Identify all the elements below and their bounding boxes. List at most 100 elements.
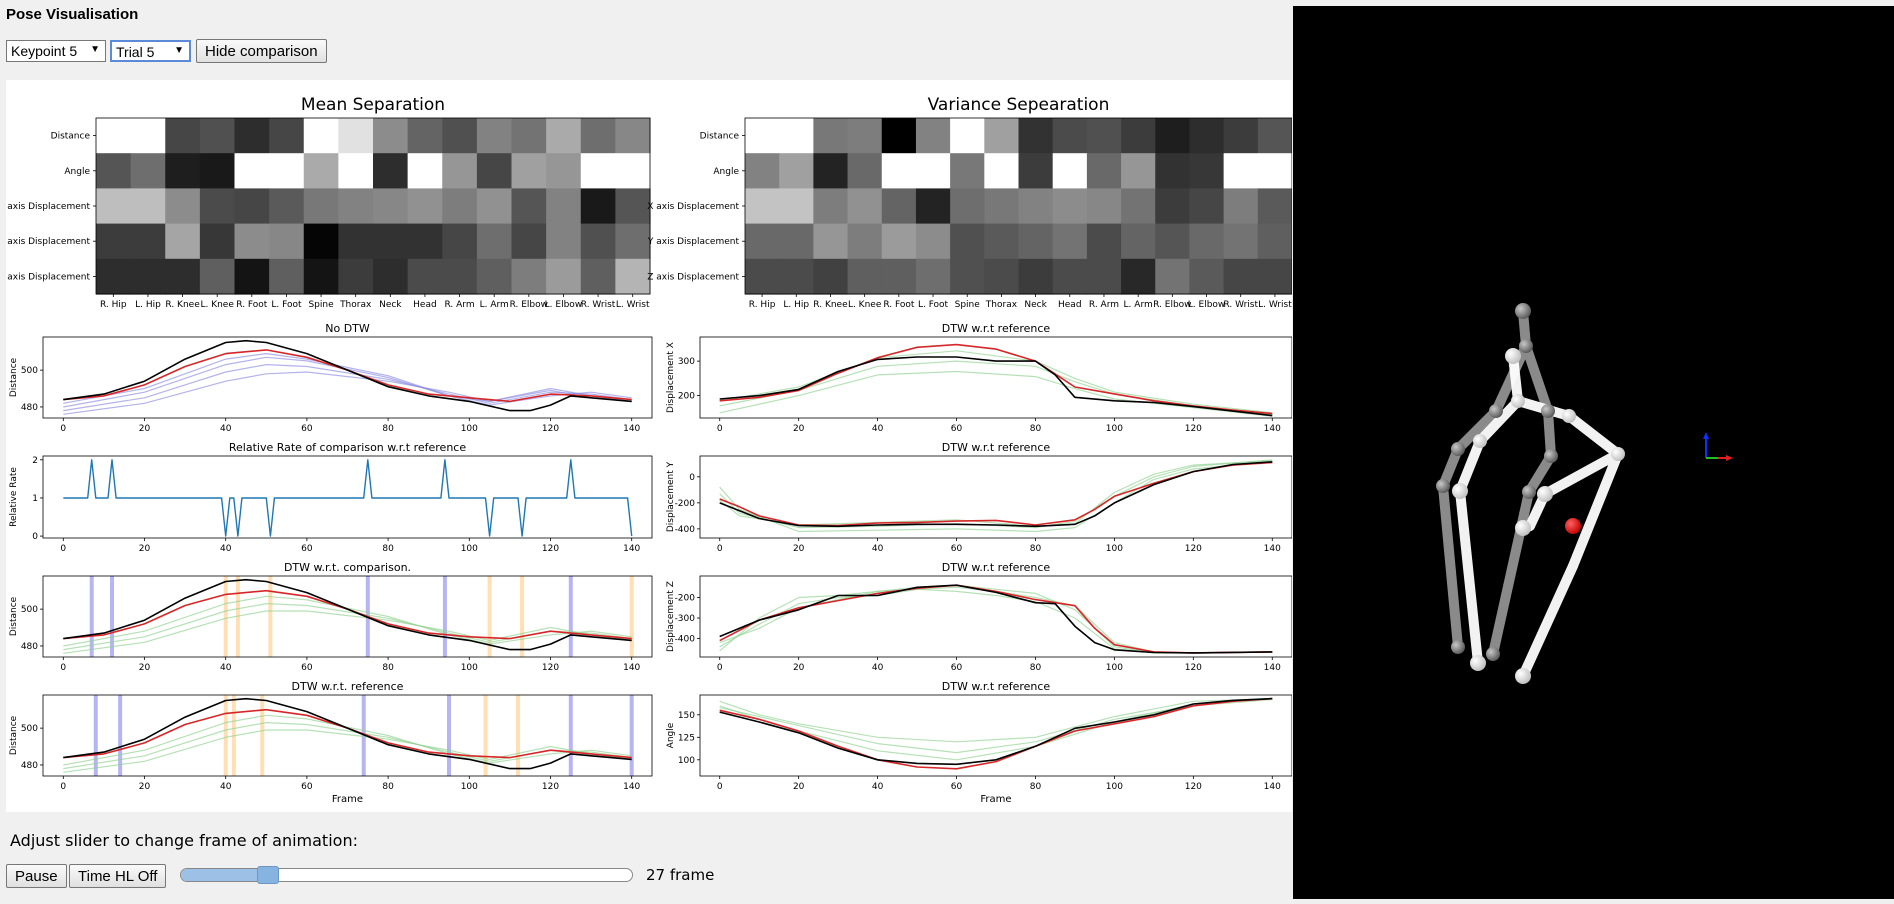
time-highlight-band	[223, 576, 228, 657]
heatmap-cell	[165, 223, 201, 260]
heatmap-col-label: Thorax	[339, 300, 372, 310]
time-highlight-band	[93, 695, 98, 776]
frame-slider-fill	[181, 869, 268, 881]
heatmap-cell	[511, 118, 547, 154]
heatmap-cell	[407, 223, 443, 260]
x-tick-label: 100	[461, 424, 478, 434]
heatmap-cell	[511, 258, 547, 295]
series-line-trial	[63, 371, 632, 415]
heatmap-cell	[1086, 153, 1122, 189]
series-line-reference	[63, 578, 632, 651]
x-tick-label: 120	[542, 544, 559, 554]
line-chart-3: DTW w.r.t. comparison. 0 20 40 60 80 100 120 140…	[9, 561, 653, 673]
heatmap-row-label: Z axis Displacement	[6, 272, 90, 282]
heatmap-cell	[303, 258, 339, 295]
heatmap-col-label: R. Wrist	[1223, 300, 1258, 310]
heatmap-col-label: R. Elbow	[1153, 300, 1191, 310]
heatmap-cell	[847, 118, 883, 154]
y-tick-label: -400	[675, 525, 696, 535]
heatmap-col-label: L. Hip	[135, 300, 161, 310]
heatmap-cell	[1257, 188, 1292, 225]
heatmap-cell	[984, 258, 1020, 295]
series-line-reference	[719, 461, 1273, 528]
heatmap-cell	[1223, 223, 1259, 260]
heatmap-col-label: L. Wrist	[1258, 300, 1292, 310]
heatmap-cell	[373, 258, 409, 295]
heatmap-cell	[745, 223, 780, 260]
y-tick-label: -400	[675, 635, 696, 645]
chart-plot-area	[719, 584, 1273, 654]
skeleton-joints	[1436, 303, 1625, 684]
hide-comparison-button[interactable]: Hide comparison	[196, 39, 327, 63]
heatmap-cell	[303, 188, 339, 225]
heatmap-cell	[269, 153, 305, 189]
analysis-figure: Mean Separation Distance Angle X axis Displ…	[6, 80, 1292, 812]
heatmap-cell	[476, 188, 513, 225]
y-tick-label: 480	[21, 403, 38, 413]
heatmap-cell	[984, 188, 1020, 225]
frame-slider[interactable]	[180, 866, 633, 884]
series-line-trial	[63, 602, 632, 651]
heatmap-cell	[96, 118, 132, 154]
heatmap-cell	[407, 153, 443, 189]
heatmap-cell	[269, 188, 305, 225]
heatmap-col-label: Spine	[308, 300, 334, 310]
heatmap-col-label: R. Arm	[1089, 300, 1119, 310]
x-tick-label: 80	[1030, 782, 1042, 792]
heatmap-col-label: L. Elbow	[1188, 300, 1226, 310]
heatmap-cell	[442, 118, 478, 154]
heatmap-cell	[373, 153, 409, 189]
x-tick-label: 0	[60, 663, 66, 673]
series-line-trial	[719, 588, 1273, 654]
x-tick-label: 0	[60, 544, 66, 554]
heatmap-cell	[813, 188, 849, 225]
heatmap-cell	[96, 153, 132, 189]
heatmap-cell	[813, 223, 849, 260]
heatmap-cell	[1155, 188, 1191, 225]
x-tick-label: 140	[623, 424, 640, 434]
y-tick-label: 1	[32, 494, 38, 504]
heatmap-cell	[950, 153, 985, 189]
x-tick-label: 100	[461, 663, 478, 673]
heatmap-col-label: L. Elbow	[545, 300, 583, 310]
keypoint-select[interactable]: Keypoint 5 ▼	[6, 40, 106, 62]
heatmap-col-label: L. Knee	[200, 300, 234, 310]
heatmap-cell	[881, 118, 917, 154]
heatmap-cell	[199, 188, 236, 225]
chart-plot-area	[719, 343, 1273, 417]
slider-caption: Adjust slider to change frame of animati…	[10, 831, 358, 850]
x-tick-label: 60	[951, 424, 963, 434]
heatmap-cell	[269, 118, 305, 154]
series-line-trial	[719, 698, 1273, 754]
heatmap-col-label: Head	[1058, 300, 1082, 310]
chart-title: DTW w.r.t reference	[942, 680, 1051, 693]
heatmap-cell	[745, 188, 780, 225]
time-hl-toggle-button[interactable]: Time HL Off	[69, 864, 167, 888]
heatmap-cell	[813, 258, 849, 295]
series-line-trial	[719, 698, 1273, 761]
heatmap-cell	[338, 153, 374, 189]
trial-select[interactable]: Trial 5 ▼	[110, 40, 191, 62]
x-tick-label: 0	[60, 424, 66, 434]
heatmap-cell	[915, 223, 951, 260]
heatmap-cell	[199, 153, 236, 189]
heatmap-col-label: R. Knee	[813, 300, 848, 310]
heatmap-cell	[1189, 118, 1225, 154]
x-tick-label: 40	[220, 663, 232, 673]
pause-button[interactable]: Pause	[6, 864, 67, 888]
heatmap-cell	[615, 118, 651, 154]
chart-title: DTW w.r.t reference	[942, 561, 1051, 574]
pose-3d-viewport[interactable]	[1293, 6, 1894, 899]
time-highlight-band	[516, 695, 521, 776]
x-tick-label: 40	[220, 544, 232, 554]
heatmap-cell	[234, 258, 270, 295]
x-tick-label: 140	[1264, 663, 1281, 673]
time-highlight-band	[520, 576, 525, 657]
series-line-mean	[719, 697, 1273, 770]
time-highlight-band	[89, 576, 94, 657]
frame-slider-thumb[interactable]	[256, 866, 279, 884]
time-highlight-band	[118, 695, 123, 776]
heatmap-cell	[1257, 223, 1292, 260]
y-tick-label: 500	[21, 605, 38, 615]
